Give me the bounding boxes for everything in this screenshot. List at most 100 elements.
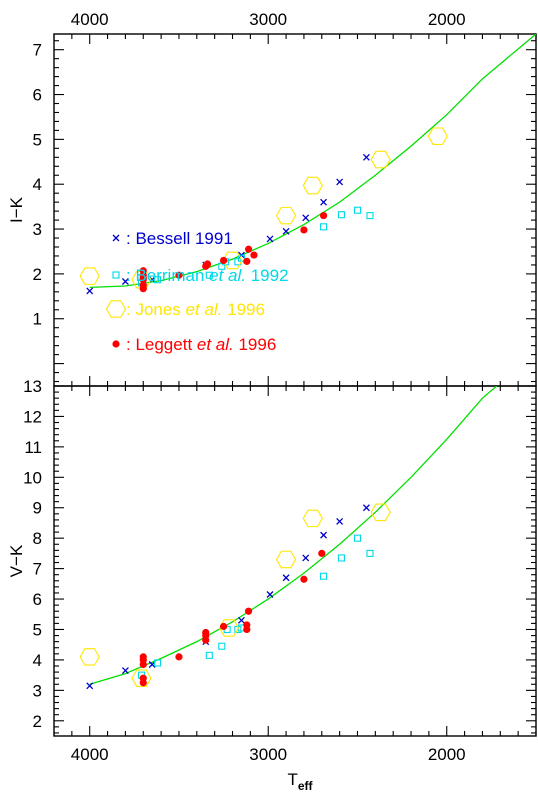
bottom-data-point-dot: [139, 674, 147, 682]
x-tick-label-bottom: 2000: [428, 745, 466, 764]
x-tick-label-bottom: 4000: [71, 745, 109, 764]
top-data-point-cross: [320, 198, 328, 206]
top-data-point-cross: [336, 178, 344, 186]
top-data-point-hexagon: [275, 206, 297, 225]
top-data-point-dot: [219, 256, 228, 265]
bottom-data-point-hexagon: [275, 550, 297, 569]
top-data-point-dot: [139, 267, 147, 275]
x-axis-title-main: T: [287, 770, 297, 789]
top-data-point-square: [205, 271, 213, 279]
bottom-data-point-cross: [266, 591, 274, 598]
top-data-point-hexagon: [302, 176, 323, 195]
bottom-panel-v-k: 2 3 4 5 6 7 8 9 10 11 12 13 4000 3000 2000 V−K: [7, 377, 537, 764]
bottom-data-point-cross: [362, 504, 370, 512]
bottom-ytick-label: 4: [33, 651, 42, 670]
bottom-data-point-square: [205, 651, 213, 659]
top-data-point-dot: [139, 281, 147, 289]
bottom-data-point-square: [353, 534, 362, 542]
x-tick-label-top: 4000: [71, 10, 109, 29]
top-data-point-square: [353, 206, 362, 214]
bottom-data-point-dot: [244, 607, 253, 615]
bottom-data-point-dot: [318, 549, 326, 557]
legend: : Bessell 1991 : Berriman et al. 1992 : Jo…: [105, 229, 289, 354]
top-ytick-label: 7: [33, 41, 42, 60]
bottom-ytick-label: 3: [33, 681, 42, 700]
bottom-ytick-label: 13: [23, 377, 42, 396]
bottom-data-point-square: [366, 549, 374, 557]
legend-label-part: et al.: [186, 300, 223, 319]
top-data-point-square: [337, 211, 345, 219]
bottom-data-point-dot: [300, 575, 308, 583]
top-data-point-cross: [266, 235, 274, 243]
bottom-ytick-label: 7: [33, 560, 42, 579]
legend-marker-dot: [112, 340, 120, 348]
legend-label-part: 1996: [222, 300, 265, 319]
bottom-data-point-cross: [237, 616, 245, 624]
bottom-data-point-cross: [121, 667, 129, 675]
legend-entry-label: : Leggett et al. 1996: [126, 335, 276, 354]
bottom-data-point-hexagon: [218, 619, 240, 637]
legend-label-part: : Leggett: [126, 335, 197, 354]
bottom-ytick-label: 8: [33, 529, 42, 548]
bottom-data-point-square: [337, 554, 345, 562]
bottom-data-point-cross: [336, 517, 344, 525]
bottom-data-point-hexagon: [370, 503, 391, 522]
bottom-series-2: [79, 503, 391, 687]
bottom-fit-curve: [89, 386, 498, 685]
legend-label-part: : Berriman: [126, 266, 209, 285]
x-axis-title-subscript: eff: [298, 779, 314, 793]
x-tick-label-bottom: 3000: [249, 745, 287, 764]
bottom-data-point-dot: [243, 621, 251, 629]
legend-entry-label: : Berriman et al. 1992: [126, 266, 289, 285]
top-data-point-dot: [203, 260, 212, 268]
legend-label-part: : Jones: [126, 300, 186, 319]
top-fit-curve: [89, 34, 536, 288]
legend-marker-cross: [112, 234, 120, 242]
legend-label-part: et al.: [197, 335, 234, 354]
bottom-series-0: [86, 504, 370, 690]
legend-label-part: 1996: [234, 335, 277, 354]
legend-entry-label: : Jones et al. 1996: [126, 300, 265, 319]
top-data-point-dot: [250, 251, 258, 259]
bottom-data-point-hexagon: [131, 669, 152, 687]
top-data-point-dot: [319, 212, 328, 220]
bottom-series-3: [139, 549, 326, 687]
bottom-data-point-square: [153, 659, 162, 667]
top-ytick-label: 5: [33, 130, 42, 149]
x-tick-label-top: 2000: [428, 10, 466, 29]
top-data-point-cross: [282, 227, 290, 235]
bottom-data-point-hexagon: [79, 648, 100, 666]
top-data-point-dot: [244, 245, 253, 253]
bottom-data-point-dot: [202, 628, 210, 637]
top-data-point-dot: [300, 226, 308, 234]
bottom-data-point-dot: [175, 653, 183, 661]
x-tick-label-top: 3000: [249, 10, 287, 29]
x-axis-title-text: Teff: [287, 770, 313, 793]
bottom-plot-frame: [53, 385, 537, 737]
top-data-point-dot: [175, 271, 183, 279]
bottom-ytick-label: 10: [23, 468, 42, 487]
bottom-data-point-hexagon: [302, 509, 323, 528]
top-data-point-hexagon: [79, 267, 100, 285]
bottom-data-point-cross: [320, 531, 328, 539]
top-ytick-label: 3: [33, 220, 42, 239]
top-series-2: [79, 127, 448, 289]
bottom-data-point-cross: [282, 574, 290, 582]
legend-marker-hexagon: [105, 300, 127, 318]
bottom-ytick-label: 5: [33, 620, 42, 639]
bottom-data-point-dot: [139, 653, 147, 661]
top-data-point-cross: [302, 214, 310, 222]
x-axis-title: Teff: [287, 770, 313, 793]
top-ytick-label: 6: [33, 86, 42, 105]
top-panel-i-k: 1 2 3 4 5 6 7 4000 3000 2000 I−K: [7, 10, 537, 387]
top-data-point-hexagon: [370, 150, 391, 169]
top-data-point-square: [320, 223, 328, 231]
top-data-point-cross: [86, 287, 94, 295]
bottom-series-1: [137, 534, 374, 679]
legend-label-part: : Bessell 1991: [126, 229, 233, 248]
legend-entry-label: : Bessell 1991: [126, 229, 233, 248]
top-data-point-cross: [362, 153, 370, 161]
top-ytick-label: 2: [33, 265, 42, 284]
top-data-point-square: [153, 276, 162, 284]
bottom-data-point-dot: [219, 622, 228, 631]
